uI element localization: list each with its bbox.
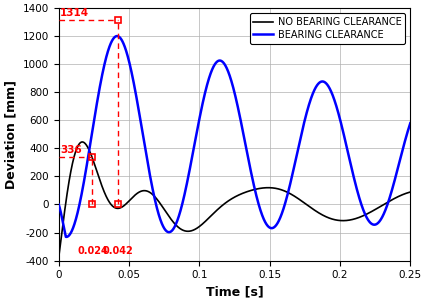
BEARING CLEARANCE [64,235,69,239]
Line: NO BEARING CLEARANCE: NO BEARING CLEARANCE [59,142,410,258]
NO BEARING CLEARANCE [206,216,211,220]
BEARING CLEARANCE [117,36,122,39]
Text: 336: 336 [60,145,82,155]
NO BEARING CLEARANCE [96,175,101,179]
Text: 1314: 1314 [60,8,89,18]
NO BEARING CLEARANCE [408,190,413,194]
BEARING CLEARANCE [115,34,120,38]
Y-axis label: Deviation [mm]: Deviation [mm] [4,80,17,189]
Text: 0.042: 0.042 [102,246,133,256]
Line: BEARING CLEARANCE: BEARING CLEARANCE [59,36,410,237]
NO BEARING CLEARANCE [117,206,122,210]
BEARING CLEARANCE [191,147,196,150]
NO BEARING CLEARANCE [363,213,368,216]
BEARING CLEARANCE [207,77,212,80]
BEARING CLEARANCE [408,122,413,125]
BEARING CLEARANCE [96,90,101,94]
BEARING CLEARANCE [401,144,406,148]
X-axis label: Time [s]: Time [s] [206,286,263,299]
BEARING CLEARANCE [56,203,61,206]
NO BEARING CLEARANCE [80,140,85,144]
BEARING CLEARANCE [363,214,368,218]
Text: 0.024: 0.024 [77,246,108,256]
NO BEARING CLEARANCE [191,228,196,232]
NO BEARING CLEARANCE [401,192,406,196]
NO BEARING CLEARANCE [56,256,61,259]
Legend: NO BEARING CLEARANCE, BEARING CLEARANCE: NO BEARING CLEARANCE, BEARING CLEARANCE [250,13,406,44]
